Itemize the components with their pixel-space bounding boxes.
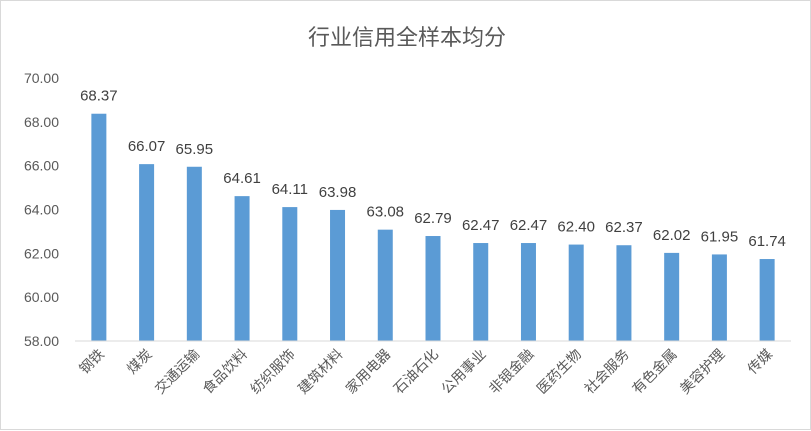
chart-title: 行业信用全样本均分 xyxy=(308,26,506,51)
y-tick-label: 60.00 xyxy=(24,289,59,305)
bar xyxy=(330,209,346,341)
y-tick-label: 58.00 xyxy=(24,333,59,349)
data-label: 68.37 xyxy=(80,88,118,105)
data-label: 62.47 xyxy=(510,217,548,234)
data-label: 61.74 xyxy=(748,233,786,250)
bar xyxy=(425,236,441,341)
data-label: 63.08 xyxy=(366,204,404,221)
bar xyxy=(759,259,775,341)
x-axis: 钢铁 煤炭交通运输食品饮料纺织服饰建筑材料家用电器石油石化公用事业非银金融医药生物… xyxy=(75,340,791,398)
x-tick-label: 石油石化 xyxy=(391,347,442,398)
bar xyxy=(282,207,298,341)
y-tick-label: 70.00 xyxy=(24,70,59,86)
x-tick-label: 煤炭 xyxy=(124,347,155,378)
bar xyxy=(91,113,107,341)
data-label: 61.95 xyxy=(701,228,739,245)
bar xyxy=(520,243,536,341)
x-tick-label: 传媒 xyxy=(745,347,776,378)
x-tick-label: 钢铁 xyxy=(77,347,108,378)
y-tick-label: 68.00 xyxy=(24,114,59,130)
x-tick-label: 社会服务 xyxy=(582,347,633,398)
bar xyxy=(186,166,202,341)
bars: 68.37 66.07 65.95 64.61 64.11 63.98 63.08 62.79… xyxy=(80,88,786,341)
x-tick-label: 食品饮料 xyxy=(199,346,251,398)
bar xyxy=(234,196,250,341)
data-label: 62.02 xyxy=(653,227,691,244)
x-tick-label: 交通运输 xyxy=(152,346,204,398)
x-tick-label: 美容护理 xyxy=(677,346,729,398)
bar xyxy=(568,244,584,341)
x-tick-label: 家用电器 xyxy=(342,346,394,398)
x-tick-label: 公用事业 xyxy=(439,347,490,398)
data-label: 62.79 xyxy=(414,210,452,227)
data-label: 62.37 xyxy=(605,219,643,236)
x-tick-label: 医药生物 xyxy=(534,347,585,398)
x-tick-label: 有色金属 xyxy=(629,346,681,398)
data-label: 66.07 xyxy=(128,138,166,155)
bar xyxy=(139,164,155,341)
y-tick-label: 66.00 xyxy=(24,158,59,174)
data-label: 64.61 xyxy=(223,170,261,187)
bar xyxy=(616,245,632,341)
bar xyxy=(473,243,489,341)
data-label: 62.40 xyxy=(557,219,595,236)
data-label: 62.47 xyxy=(462,217,500,234)
bar xyxy=(377,229,393,341)
bar xyxy=(711,254,727,341)
x-tick-label: 纺织服饰 xyxy=(248,347,299,398)
x-tick-label: 非银金融 xyxy=(486,347,537,398)
bar xyxy=(664,252,680,341)
data-label: 64.11 xyxy=(272,181,308,198)
x-tick-label: 建筑材料 xyxy=(295,347,346,398)
data-label: 65.95 xyxy=(176,141,214,158)
y-tick-label: 62.00 xyxy=(24,245,59,261)
data-label: 63.98 xyxy=(319,184,357,201)
y-tick-label: 64.00 xyxy=(24,202,59,218)
y-axis: 58.00 60.00 62.00 64.00 66.00 68.00 70.00 xyxy=(24,70,59,349)
